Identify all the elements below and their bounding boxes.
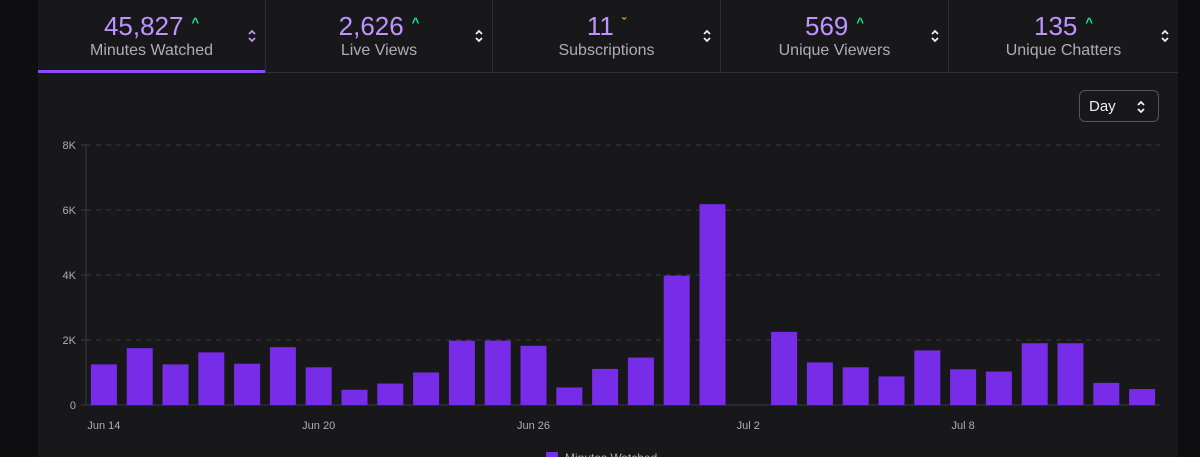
trend-up-icon: ^ bbox=[411, 15, 420, 30]
sort-icon[interactable] bbox=[1160, 29, 1170, 43]
metric-label: Subscriptions bbox=[558, 42, 655, 59]
chart-bar bbox=[1093, 382, 1120, 405]
chart-bar bbox=[90, 364, 117, 405]
chart-bar bbox=[1021, 343, 1048, 405]
metric-label: Unique Viewers bbox=[778, 42, 891, 59]
metric-label: Minutes Watched bbox=[89, 42, 213, 59]
chart-bar bbox=[627, 357, 654, 405]
metric-tab-subscriptions[interactable]: 11 ˇ Subscriptions bbox=[493, 0, 721, 72]
minutes-watched-chart: 0 2K 4K 6K 8K Jun 14 Jun 20 Jun 26 Jul 2 Jul 8 Min… bbox=[63, 140, 1160, 457]
chart-bar bbox=[806, 362, 833, 405]
x-tick-label: Jun 14 bbox=[87, 420, 120, 432]
y-tick-label: 8K bbox=[63, 140, 77, 152]
interval-select[interactable]: Day bbox=[1079, 90, 1159, 122]
chart-bar bbox=[1129, 389, 1156, 405]
chart-bar bbox=[556, 387, 583, 405]
chevron-updown-icon bbox=[1137, 100, 1145, 114]
chart-bar bbox=[878, 376, 905, 405]
y-tick-label: 2K bbox=[63, 335, 77, 347]
x-tick-label: Jun 26 bbox=[517, 420, 550, 432]
y-tick-label: 4K bbox=[63, 270, 77, 282]
chart-bar bbox=[126, 348, 153, 405]
chart-bar bbox=[842, 367, 869, 405]
chart-bar bbox=[413, 372, 440, 405]
metric-tab-unique-chatters[interactable]: 135 ^ Unique Chatters bbox=[949, 0, 1178, 72]
metric-value: 569 bbox=[805, 11, 849, 41]
metric-label: Unique Chatters bbox=[1005, 42, 1122, 59]
chart-bar bbox=[950, 369, 977, 405]
sort-icon[interactable] bbox=[930, 29, 940, 43]
chart-bar bbox=[162, 364, 189, 405]
chart-bar bbox=[699, 204, 726, 405]
metric-tab-unique-viewers[interactable]: 569 ^ Unique Viewers bbox=[721, 0, 949, 72]
chart-bar bbox=[305, 367, 332, 405]
chart-bar bbox=[914, 350, 941, 405]
metric-label: Live Views bbox=[340, 42, 418, 59]
chart-bar bbox=[985, 371, 1012, 405]
interval-select-value: Day bbox=[1089, 98, 1116, 115]
metric-value-row: 569 ^ bbox=[721, 11, 948, 46]
metric-value-row: 2,626 ^ bbox=[266, 11, 492, 46]
x-tick-label: Jul 2 bbox=[737, 420, 760, 432]
chart-bar bbox=[448, 340, 475, 405]
metric-value: 135 bbox=[1034, 11, 1078, 41]
stream-summary-panel: 45,827 ^ Minutes Watched 2,626 ^ Live Views 11… bbox=[38, 0, 1178, 457]
chart-bar bbox=[663, 275, 690, 405]
chart-bar bbox=[269, 347, 296, 405]
chart-bar bbox=[771, 331, 798, 405]
sort-icon[interactable] bbox=[474, 29, 484, 43]
chart-bar bbox=[341, 389, 368, 405]
y-tick-label: 0 bbox=[70, 400, 76, 412]
trend-up-icon: ^ bbox=[856, 15, 864, 30]
metric-tabs: 45,827 ^ Minutes Watched 2,626 ^ Live Views 11… bbox=[38, 0, 1178, 73]
trend-down-icon: ˇ bbox=[621, 15, 627, 30]
x-tick-label: Jun 20 bbox=[302, 420, 335, 432]
legend-label: Minutes Watched bbox=[565, 451, 657, 457]
chart-bar bbox=[377, 383, 404, 405]
y-tick-label: 6K bbox=[63, 205, 77, 217]
trend-up-icon: ^ bbox=[191, 15, 200, 30]
metric-value: 2,626 bbox=[338, 11, 404, 41]
chart-bar bbox=[484, 340, 511, 405]
metric-tab-live-views[interactable]: 2,626 ^ Live Views bbox=[266, 0, 493, 72]
chart-bar bbox=[198, 352, 225, 405]
sort-icon[interactable] bbox=[247, 29, 257, 43]
metric-value-row: 11 ˇ bbox=[493, 11, 720, 46]
metric-value-row: 45,827 ^ bbox=[38, 11, 265, 46]
metric-tab-minutes-watched[interactable]: 45,827 ^ Minutes Watched bbox=[38, 0, 266, 73]
sort-icon[interactable] bbox=[702, 29, 712, 43]
metric-value: 11 bbox=[586, 11, 614, 41]
x-tick-label: Jul 8 bbox=[951, 420, 974, 432]
chart-bar bbox=[592, 368, 619, 405]
legend-swatch bbox=[546, 452, 558, 457]
metric-value-row: 135 ^ bbox=[949, 11, 1178, 46]
chart-bar bbox=[234, 363, 261, 405]
chart-bar bbox=[1057, 343, 1084, 405]
chart-bar bbox=[520, 345, 547, 405]
metric-value: 45,827 bbox=[103, 11, 184, 41]
trend-up-icon: ^ bbox=[1085, 15, 1093, 30]
